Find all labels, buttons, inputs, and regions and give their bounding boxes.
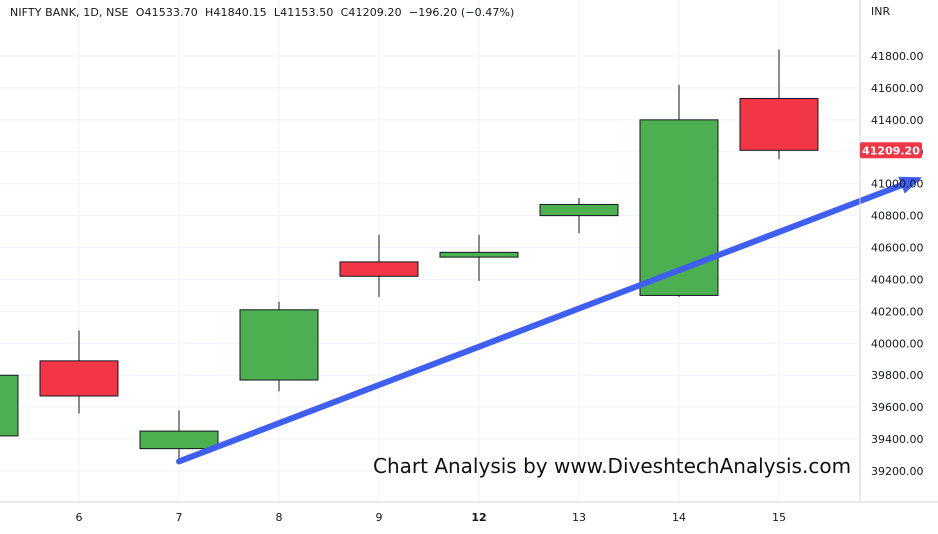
price-tick-label: 39400.00: [871, 433, 924, 446]
candle-6[interactable]: [39, 330, 119, 414]
candle-13[interactable]: [539, 198, 619, 234]
date-tick-label: 8: [276, 511, 283, 524]
candle-body[interactable]: [439, 251, 519, 258]
low-value: L41153.50: [273, 6, 334, 19]
price-tick-label: 41800.00: [871, 50, 924, 63]
candle-body[interactable]: [639, 119, 719, 296]
date-tick-label: 12: [471, 511, 486, 524]
watermark-text: Chart Analysis by www.DiveshtechAnalysis…: [373, 454, 852, 478]
trend-arrow: [176, 176, 922, 465]
candle-body[interactable]: [539, 203, 619, 217]
candle-body[interactable]: [239, 309, 319, 381]
candle-15[interactable]: [739, 49, 819, 160]
symbol-info[interactable]: NIFTY BANK, 1D, NSE: [10, 6, 129, 19]
price-tick-label: 40200.00: [871, 305, 924, 318]
price-tick-label: 41000.00: [871, 178, 924, 191]
candle-9[interactable]: [339, 234, 419, 298]
last-price-tag: 41209.20: [860, 142, 922, 159]
candle-body[interactable]: [339, 261, 419, 277]
axes: INR: [0, 0, 938, 503]
candle-8[interactable]: [239, 301, 319, 392]
symbol-legend[interactable]: NIFTY BANK, 1D, NSE O41533.70 H41840.15 …: [10, 6, 514, 19]
candle-body[interactable]: [739, 98, 819, 151]
trend-arrow-head: [898, 176, 922, 194]
trend-arrow-shaft: [176, 182, 905, 465]
candle-partial-body[interactable]: [0, 374, 19, 437]
price-tick-label: 41400.00: [871, 114, 924, 127]
price-tick-label: 40000.00: [871, 337, 924, 350]
candles[interactable]: [0, 49, 819, 464]
date-tick-label: 9: [376, 511, 383, 524]
date-tick-label: 7: [176, 511, 183, 524]
date-tick-label: 15: [772, 511, 786, 524]
candle-body[interactable]: [139, 430, 219, 450]
close-value: C41209.20: [340, 6, 402, 19]
price-tick-label: 40600.00: [871, 242, 924, 255]
candle-14[interactable]: [639, 84, 719, 298]
last-price-tag-background: [860, 142, 922, 159]
price-tick-label: 41600.00: [871, 82, 924, 95]
candle-7[interactable]: [139, 410, 219, 464]
price-tick-label: 39800.00: [871, 369, 924, 382]
candle-12[interactable]: [439, 234, 519, 282]
price-tick-label: 39600.00: [871, 401, 924, 414]
open-value: O41533.70: [135, 6, 198, 19]
price-tick-label: 39200.00: [871, 465, 924, 478]
price-tick-label: 40800.00: [871, 210, 924, 223]
high-value: H41840.15: [205, 6, 267, 19]
time-axis-labels: 6 7 8 9 12 13 14 15: [76, 511, 787, 524]
date-tick-label: 6: [76, 511, 83, 524]
change-value: −196.20 (−0.47%): [408, 6, 515, 19]
date-tick-label: 14: [672, 511, 686, 524]
last-price-label: 41209.20: [862, 144, 920, 157]
price-tick-label: 40400.00: [871, 273, 924, 286]
price-axis-labels: 39200.00 39400.00 39600.00 39800.00 40000.00…: [871, 50, 924, 478]
date-tick-label: 13: [572, 511, 586, 524]
currency-label: INR: [871, 5, 890, 18]
candle-body[interactable]: [39, 360, 119, 397]
